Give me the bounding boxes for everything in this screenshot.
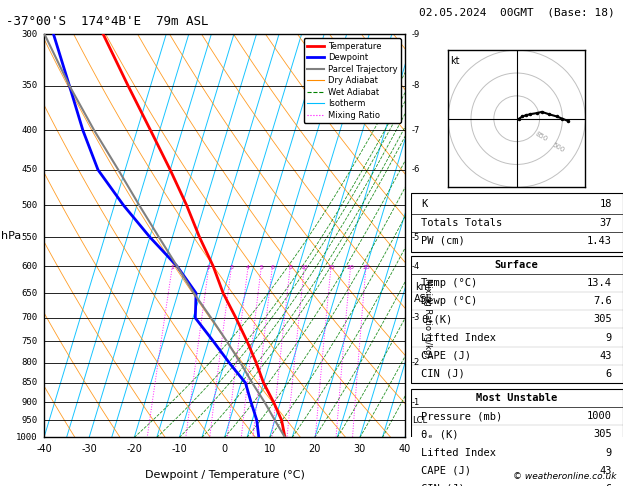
- Bar: [411, 256, 623, 383]
- Text: Pressure (mb): Pressure (mb): [421, 411, 503, 421]
- Text: CIN (J): CIN (J): [421, 369, 465, 379]
- Text: Most Unstable: Most Unstable: [476, 393, 557, 403]
- Text: -37°00'S  174°4B'E  79m ASL: -37°00'S 174°4B'E 79m ASL: [6, 15, 209, 28]
- Text: 0: 0: [221, 444, 228, 454]
- Text: 40: 40: [399, 444, 411, 454]
- Text: 20: 20: [309, 444, 321, 454]
- Text: 1: 1: [170, 264, 174, 270]
- Legend: Temperature, Dewpoint, Parcel Trajectory, Dry Adiabat, Wet Adiabat, Isotherm, Mi: Temperature, Dewpoint, Parcel Trajectory…: [304, 38, 401, 123]
- Text: 2: 2: [207, 264, 211, 270]
- Text: 850: 850: [21, 379, 37, 387]
- Text: LCL: LCL: [412, 416, 427, 425]
- Text: CIN (J): CIN (J): [421, 484, 465, 486]
- Text: 1.43: 1.43: [587, 236, 612, 246]
- Text: -2: -2: [412, 358, 420, 367]
- Bar: [411, 389, 623, 486]
- Text: -10: -10: [172, 444, 187, 454]
- Text: 700: 700: [21, 313, 37, 322]
- Text: 43: 43: [599, 351, 612, 361]
- Text: © weatheronline.co.uk: © weatheronline.co.uk: [513, 472, 616, 481]
- Text: 650: 650: [21, 289, 37, 297]
- Text: 9: 9: [606, 332, 612, 343]
- Text: 600: 600: [21, 262, 37, 271]
- Text: -5: -5: [412, 233, 420, 242]
- Text: -30: -30: [81, 444, 97, 454]
- Text: 3: 3: [230, 264, 233, 270]
- Text: 02.05.2024  00GMT  (Base: 18): 02.05.2024 00GMT (Base: 18): [419, 8, 615, 18]
- Text: 305: 305: [593, 314, 612, 325]
- Text: 10: 10: [301, 264, 308, 270]
- Text: 750: 750: [21, 336, 37, 346]
- Text: 13.4: 13.4: [587, 278, 612, 288]
- Text: 500: 500: [21, 201, 37, 209]
- Text: Dewpoint / Temperature (°C): Dewpoint / Temperature (°C): [145, 469, 304, 480]
- Text: 9: 9: [606, 448, 612, 457]
- Text: 18: 18: [599, 199, 612, 209]
- Text: 6: 6: [606, 369, 612, 379]
- Text: 6: 6: [270, 264, 274, 270]
- Text: 1000: 1000: [16, 433, 37, 442]
- Text: CAPE (J): CAPE (J): [421, 351, 471, 361]
- Text: 450: 450: [21, 165, 37, 174]
- Text: 8: 8: [288, 264, 292, 270]
- Text: 7.6: 7.6: [593, 296, 612, 306]
- Text: 305: 305: [593, 429, 612, 439]
- Text: 400: 400: [21, 126, 37, 135]
- Text: CAPE (J): CAPE (J): [421, 466, 471, 476]
- Text: 550: 550: [21, 233, 37, 242]
- Text: 900: 900: [21, 398, 37, 407]
- Text: -3: -3: [412, 313, 420, 322]
- Text: Totals Totals: Totals Totals: [421, 218, 503, 227]
- Bar: [411, 193, 623, 252]
- Text: 10: 10: [264, 444, 276, 454]
- Text: 25: 25: [362, 264, 370, 270]
- Text: Lifted Index: Lifted Index: [421, 332, 496, 343]
- Text: 800: 800: [21, 358, 37, 367]
- Text: 950: 950: [21, 416, 37, 425]
- Text: 6: 6: [606, 484, 612, 486]
- Text: PW (cm): PW (cm): [421, 236, 465, 246]
- Text: hPa: hPa: [1, 231, 21, 241]
- Text: 37: 37: [599, 218, 612, 227]
- Text: -4: -4: [412, 262, 420, 271]
- Text: 350: 350: [21, 81, 37, 90]
- Text: 300: 300: [21, 30, 37, 38]
- Text: 30: 30: [353, 444, 366, 454]
- Text: -6: -6: [412, 165, 420, 174]
- Text: -7: -7: [412, 126, 420, 135]
- Text: 1000: 1000: [587, 411, 612, 421]
- Text: 43: 43: [599, 466, 612, 476]
- Text: -9: -9: [412, 30, 420, 38]
- Text: -40: -40: [36, 444, 52, 454]
- Text: Surface: Surface: [495, 260, 538, 270]
- Text: θₑ(K): θₑ(K): [421, 314, 453, 325]
- Text: Lifted Index: Lifted Index: [421, 448, 496, 457]
- Text: 5: 5: [259, 264, 264, 270]
- Text: -8: -8: [412, 81, 420, 90]
- Text: 20: 20: [347, 264, 355, 270]
- Text: 4: 4: [246, 264, 250, 270]
- Text: Dewp (°C): Dewp (°C): [421, 296, 477, 306]
- Text: Mixing Ratio (g/kg): Mixing Ratio (g/kg): [423, 278, 432, 358]
- Text: θₑ (K): θₑ (K): [421, 429, 459, 439]
- Text: 15: 15: [327, 264, 335, 270]
- Text: -1: -1: [412, 398, 420, 407]
- Text: km
ASL: km ASL: [414, 282, 432, 304]
- Text: -20: -20: [126, 444, 142, 454]
- Text: K: K: [421, 199, 428, 209]
- Text: Temp (°C): Temp (°C): [421, 278, 477, 288]
